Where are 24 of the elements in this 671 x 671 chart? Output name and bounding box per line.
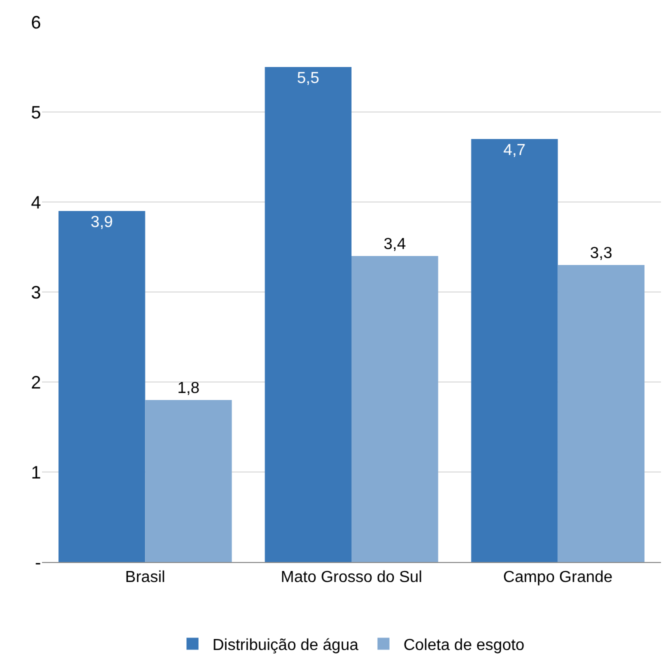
data-label: 3,9 — [90, 214, 114, 231]
legend-label: Coleta de esgoto — [403, 636, 525, 654]
data-label: 5,5 — [297, 70, 320, 87]
x-tick-label: Brasil — [125, 569, 166, 586]
data-label: 3,3 — [590, 245, 612, 262]
data-label: 3,4 — [384, 236, 406, 253]
y-tick-label: 6 — [30, 12, 41, 32]
x-tick-label: Mato Grosso do Sul — [280, 569, 422, 586]
bar — [145, 400, 232, 562]
bar — [264, 67, 352, 562]
y-tick-label: 2 — [30, 372, 41, 392]
bar — [58, 211, 146, 562]
y-tick-label: 1 — [30, 462, 41, 482]
bar — [352, 256, 438, 562]
y-tick-label: 4 — [30, 192, 41, 212]
data-label: 4,7 — [503, 142, 526, 159]
bar — [471, 139, 558, 562]
y-tick-label: - — [35, 552, 41, 572]
y-tick-label: 5 — [30, 102, 41, 122]
data-label: 1,8 — [177, 380, 200, 397]
y-tick-label: 3 — [30, 282, 41, 302]
x-tick-label: Campo Grande — [503, 569, 613, 586]
legend-label: Distribuição de água — [212, 636, 358, 654]
bar — [558, 265, 644, 562]
